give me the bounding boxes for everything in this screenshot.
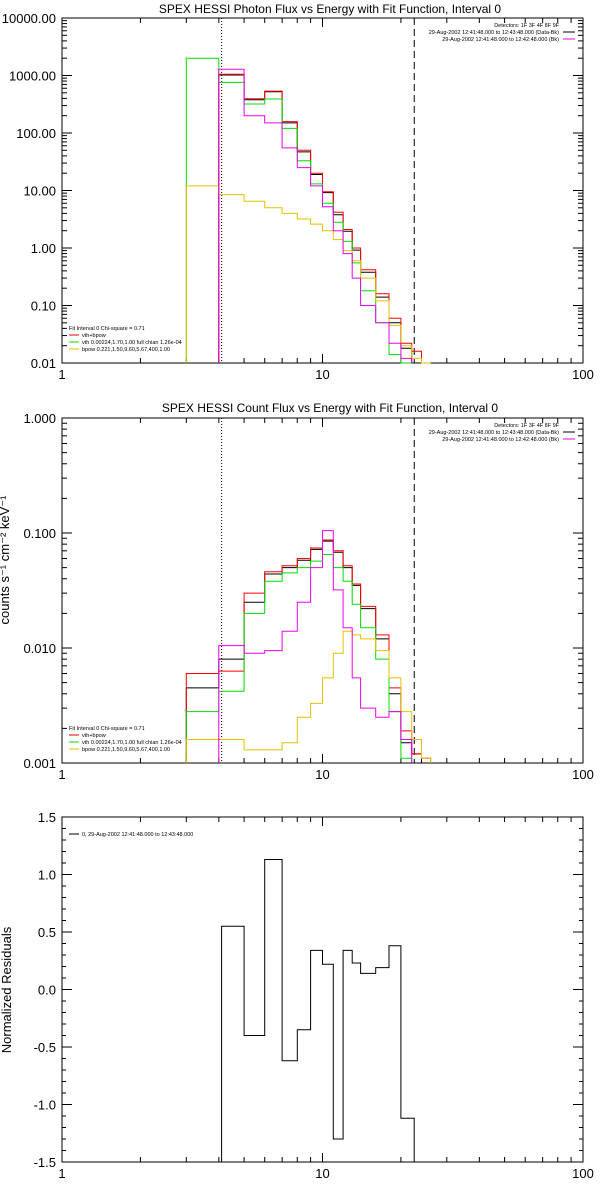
y-tick-label: -1.5 bbox=[34, 1155, 56, 1170]
count-flux-series bbox=[185, 418, 432, 763]
series-line-2 bbox=[185, 57, 412, 364]
x-tick-label: 10 bbox=[315, 767, 329, 782]
info-line: Detectors: 1F 3F 4F 8F 9F bbox=[494, 423, 559, 429]
photon-flux-panel: SPEX HESSI Photon Flux vs Energy with Fi… bbox=[2, 2, 594, 382]
x-tick-label: 10 bbox=[315, 1166, 329, 1181]
info-line: 29-Aug-2002 12:41:48.000 to 12:42:48.000… bbox=[442, 437, 559, 443]
y-tick-label: 1.000 bbox=[23, 411, 56, 426]
x-tick-label: 100 bbox=[572, 767, 594, 782]
y-tick-label: 0.0 bbox=[38, 983, 56, 998]
info-line: 29-Aug-2002 12:41:48.000 to 12:43:48.000… bbox=[429, 30, 559, 36]
y-tick-label: 1.0 bbox=[38, 868, 56, 883]
photon-flux-labels: 1 10 100 0.01 0.10 1.00 10.00 100.00 1000.00 1000… bbox=[2, 11, 594, 382]
legend-entry: 0, 29-Aug-2002 12:41:48.000 to 12:43:48.… bbox=[82, 832, 193, 838]
y-tick-label: 0.01 bbox=[31, 356, 56, 371]
y-tick-label: 1.00 bbox=[31, 241, 56, 256]
photon-flux-series bbox=[185, 18, 431, 364]
count-flux-ticks bbox=[62, 417, 583, 764]
series-line-1 bbox=[185, 539, 432, 763]
x-tick-label: 1 bbox=[58, 1166, 65, 1181]
count-flux-y-axis-label: counts s⁻¹ cm⁻² keV⁻¹ bbox=[0, 495, 12, 625]
y-tick-label: 0.010 bbox=[23, 641, 56, 656]
series-line-0 bbox=[218, 74, 422, 364]
count-flux-panel: SPEX HESSI Count Flux vs Energy with Fit… bbox=[0, 401, 594, 782]
y-tick-label: -0.5 bbox=[34, 1040, 56, 1055]
legend-entry: Fit Interval 0 Chi-square = 0.71 bbox=[69, 326, 145, 332]
y-tick-label: 1.5 bbox=[38, 810, 56, 825]
series-line-4 bbox=[218, 530, 413, 763]
y-tick-label: 0.100 bbox=[23, 526, 56, 541]
legend-entry: vth 0.00224,1.70,1.00 full chian 1.26e-0… bbox=[82, 340, 182, 346]
photon-flux-title: SPEX HESSI Photon Flux vs Energy with Fi… bbox=[159, 2, 501, 16]
x-tick-label: 100 bbox=[572, 367, 594, 382]
x-tick-label: 1 bbox=[58, 367, 65, 382]
photon-flux-ticks bbox=[62, 17, 583, 364]
legend-entry: vth 0.00224,1.70,1.00 full chian 1.26e-0… bbox=[82, 740, 182, 746]
y-tick-label: 0.001 bbox=[23, 756, 56, 771]
series-line-0 bbox=[221, 859, 415, 1162]
info-line: 29-Aug-2002 12:41:48.000 to 12:43:48.000… bbox=[429, 430, 559, 436]
legend-entry: bpow 0.221,1.50,9.60,5.67,400,1.00 bbox=[82, 747, 170, 753]
info-line: Detectors: 1F 3F 4F 8F 9F bbox=[494, 23, 559, 29]
count-flux-title: SPEX HESSI Count Flux vs Energy with Fit… bbox=[162, 401, 498, 415]
y-tick-label: 10000.00 bbox=[2, 11, 56, 26]
y-tick-label: 10.00 bbox=[23, 184, 56, 199]
series-line-1 bbox=[218, 73, 422, 363]
x-tick-label: 100 bbox=[572, 1166, 594, 1181]
residuals-labels: 1 10 100 -1.5 -1.0 -0.5 0.0 0.5 1.0 1.5 0, 29-Aug-… bbox=[34, 810, 594, 1181]
y-tick-label: 0.10 bbox=[31, 299, 56, 314]
y-tick-label: 100.00 bbox=[16, 126, 56, 141]
info-line: 29-Aug-2002 12:41:48.000 to 12:42:48.000… bbox=[442, 37, 559, 43]
series-line-3 bbox=[185, 630, 432, 763]
x-tick-label: 1 bbox=[58, 767, 65, 782]
residuals-panel: Normalized Residuals 1 10 100 -1.5 -1.0 -0.5 0… bbox=[0, 810, 594, 1181]
residuals-ticks bbox=[62, 816, 583, 1163]
x-tick-label: 10 bbox=[315, 367, 329, 382]
series-line-4 bbox=[218, 68, 413, 363]
series-line-3 bbox=[185, 185, 431, 364]
legend-entry: bpow 0.221,1.50,9.60,5.67,400,1.00 bbox=[82, 347, 170, 353]
count-flux-labels: 1 10 100 0.001 0.010 0.100 1.000 Detectors: 1F … bbox=[23, 411, 593, 782]
count-flux-plot-frame bbox=[61, 417, 584, 764]
series-line-2 bbox=[185, 554, 413, 763]
y-tick-label: 0.5 bbox=[38, 925, 56, 940]
y-tick-label: -1.0 bbox=[34, 1098, 56, 1113]
residuals-series bbox=[221, 859, 415, 1162]
residuals-y-axis-label: Normalized Residuals bbox=[0, 926, 14, 1053]
legend-entry: vth+bpow bbox=[82, 333, 106, 339]
y-tick-label: 1000.00 bbox=[9, 69, 56, 84]
legend-entry: Fit Interval 0 Chi-square = 0.71 bbox=[69, 726, 145, 732]
residuals-plot-frame bbox=[61, 816, 584, 1163]
legend-entry: vth+bpow bbox=[82, 733, 106, 739]
